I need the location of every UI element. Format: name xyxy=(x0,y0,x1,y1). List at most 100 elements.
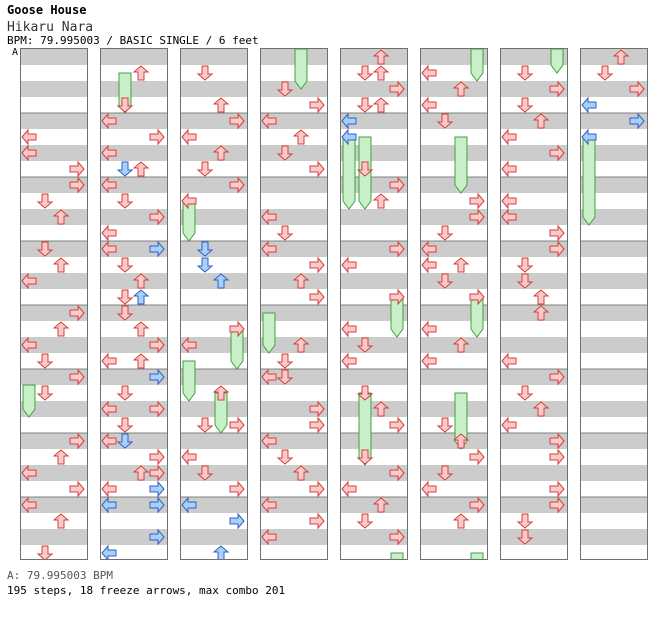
down-arrow-icon xyxy=(276,353,294,369)
up-arrow-icon xyxy=(372,97,390,113)
left-arrow-icon xyxy=(101,480,117,498)
left-arrow-icon xyxy=(21,464,37,482)
freeze-arrow xyxy=(390,552,404,559)
beat-stripe xyxy=(341,465,407,481)
freeze-arrow xyxy=(470,49,484,82)
beat-stripe xyxy=(261,433,327,449)
right-arrow-icon xyxy=(389,80,405,98)
beat-stripe xyxy=(501,241,567,257)
beat-stripe xyxy=(21,529,87,545)
beat-stripe xyxy=(581,145,647,161)
left-arrow-icon xyxy=(581,96,597,114)
right-arrow-icon xyxy=(149,528,165,546)
beat-stripe xyxy=(21,497,87,513)
right-arrow-icon xyxy=(149,128,165,146)
down-arrow-icon xyxy=(436,273,454,289)
beat-stripe xyxy=(581,433,647,449)
up-arrow-icon xyxy=(372,49,390,65)
beat-stripe xyxy=(421,241,487,257)
down-arrow-icon xyxy=(36,241,54,257)
up-arrow-icon xyxy=(452,337,470,353)
right-arrow-icon xyxy=(549,448,565,466)
left-arrow-icon xyxy=(341,352,357,370)
beat-stripe xyxy=(341,273,407,289)
left-arrow-icon xyxy=(421,256,437,274)
up-arrow-icon xyxy=(132,65,150,81)
down-arrow-icon xyxy=(356,161,374,177)
beat-stripe xyxy=(101,145,167,161)
beat-stripe xyxy=(581,337,647,353)
beat-stripe xyxy=(581,209,647,225)
right-arrow-icon xyxy=(69,304,85,322)
beat-stripe xyxy=(501,433,567,449)
beat-stripe xyxy=(101,113,167,129)
up-arrow-icon xyxy=(532,305,550,321)
right-arrow-icon xyxy=(549,144,565,162)
down-arrow-icon xyxy=(436,417,454,433)
beat-stripe xyxy=(21,113,87,129)
right-arrow-icon xyxy=(149,240,165,258)
up-arrow-icon xyxy=(372,401,390,417)
chart-column-canvas xyxy=(421,49,487,559)
beat-stripe xyxy=(341,49,407,65)
beat-stripe xyxy=(421,177,487,193)
beat-stripe xyxy=(181,209,247,225)
chart-column-canvas xyxy=(101,49,167,559)
down-arrow-icon xyxy=(436,465,454,481)
beat-stripe xyxy=(421,401,487,417)
down-arrow-icon xyxy=(196,257,214,273)
left-arrow-icon xyxy=(181,336,197,354)
left-arrow-icon xyxy=(261,368,277,386)
chart-column xyxy=(180,48,248,560)
beat-stripe xyxy=(501,465,567,481)
left-arrow-icon xyxy=(341,112,357,130)
left-arrow-icon xyxy=(421,64,437,82)
left-arrow-icon xyxy=(501,160,517,178)
up-arrow-icon xyxy=(132,321,150,337)
beat-stripe xyxy=(581,369,647,385)
left-arrow-icon xyxy=(21,336,37,354)
freeze-arrow xyxy=(342,136,356,210)
down-arrow-icon xyxy=(276,369,294,385)
right-arrow-icon xyxy=(149,368,165,386)
left-arrow-icon xyxy=(101,176,117,194)
beat-stripe xyxy=(501,81,567,97)
up-arrow-icon xyxy=(132,465,150,481)
beat-stripe xyxy=(421,145,487,161)
down-arrow-icon xyxy=(356,385,374,401)
left-arrow-icon xyxy=(261,240,277,258)
right-arrow-icon xyxy=(229,176,245,194)
left-arrow-icon xyxy=(21,272,37,290)
down-arrow-icon xyxy=(516,97,534,113)
down-arrow-icon xyxy=(436,113,454,129)
down-arrow-icon xyxy=(516,65,534,81)
right-arrow-icon xyxy=(469,208,485,226)
beat-stripe xyxy=(261,209,327,225)
right-arrow-icon xyxy=(309,96,325,114)
beat-stripe xyxy=(21,337,87,353)
down-arrow-icon xyxy=(516,385,534,401)
down-arrow-icon xyxy=(356,65,374,81)
beat-stripe xyxy=(181,465,247,481)
beat-stripe xyxy=(181,145,247,161)
beat-stripe xyxy=(421,337,487,353)
left-arrow-icon xyxy=(501,352,517,370)
right-arrow-icon xyxy=(469,192,485,210)
beat-stripe xyxy=(181,113,247,129)
left-arrow-icon xyxy=(101,144,117,162)
beat-stripe xyxy=(581,49,647,65)
beat-stripe xyxy=(581,305,647,321)
beat-stripe xyxy=(341,209,407,225)
chart-column xyxy=(420,48,488,560)
up-arrow-icon xyxy=(532,401,550,417)
down-arrow-icon xyxy=(516,257,534,273)
beat-stripe xyxy=(341,145,407,161)
right-arrow-icon xyxy=(549,496,565,514)
down-arrow-icon xyxy=(116,385,134,401)
chart-start-marker: A xyxy=(12,47,19,58)
left-arrow-icon xyxy=(421,96,437,114)
beat-stripe xyxy=(181,177,247,193)
down-arrow-icon xyxy=(116,305,134,321)
right-arrow-icon xyxy=(389,288,405,306)
down-arrow-icon xyxy=(116,417,134,433)
